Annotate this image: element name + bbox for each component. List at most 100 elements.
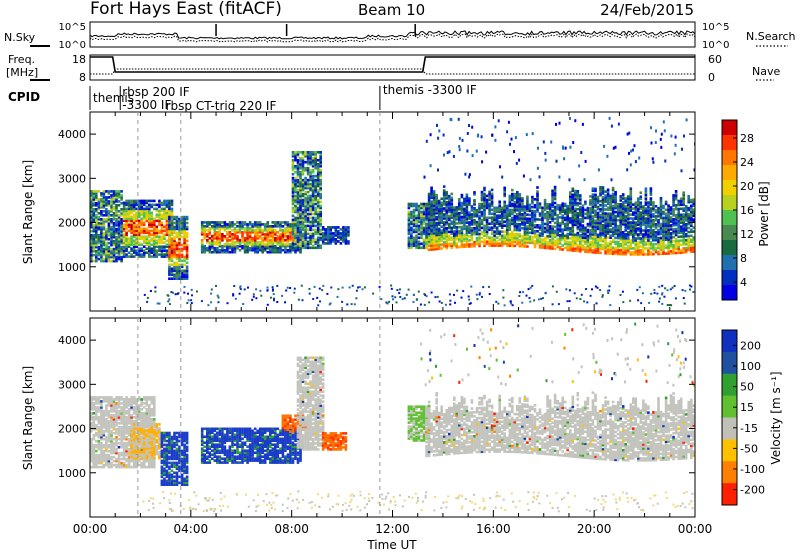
heat-cell <box>135 245 138 248</box>
heat-cell <box>616 228 620 232</box>
heat-cell <box>574 193 577 197</box>
heat-cell <box>294 230 297 234</box>
heat-cell <box>432 222 436 225</box>
heat-cell <box>319 154 322 158</box>
heat-cell <box>309 188 312 192</box>
heat-cell <box>150 239 154 242</box>
heat-cell <box>508 212 512 216</box>
heat-cell <box>634 253 638 256</box>
heat-cell <box>410 228 413 232</box>
heat-cell <box>228 239 232 242</box>
heat-cell <box>619 215 622 218</box>
heat-cell <box>256 237 259 240</box>
heat-cell <box>483 244 486 248</box>
heat-cell <box>127 213 131 217</box>
heat-cell <box>558 216 562 219</box>
heat-cell <box>511 240 514 244</box>
heat-cell <box>412 224 416 228</box>
heat-cell <box>158 235 161 238</box>
heat-cell <box>594 243 597 246</box>
heat-cell <box>200 250 204 254</box>
heat-cell <box>465 193 469 197</box>
heat-cell <box>687 194 690 198</box>
heat-cell <box>614 200 617 204</box>
heat-cell <box>97 251 101 255</box>
scatter-cell <box>391 295 394 298</box>
heat-cell <box>432 204 436 207</box>
heat-cell <box>347 234 350 237</box>
heat-cell <box>556 227 559 231</box>
heat-cell <box>430 194 433 198</box>
heat-cell <box>523 235 527 238</box>
heat-cell <box>682 247 685 250</box>
heat-cell <box>153 245 156 248</box>
heat-cell <box>185 251 189 255</box>
heat-cell <box>508 238 512 242</box>
heat-cell <box>410 212 413 216</box>
heat-cell <box>178 257 181 261</box>
heat-cell <box>455 234 459 237</box>
heat-cell <box>299 243 302 246</box>
heat-cell <box>609 204 612 208</box>
heat-cell <box>97 206 101 209</box>
heat-cell <box>637 233 640 236</box>
heat-cell <box>518 213 522 216</box>
heat-cell <box>291 158 295 162</box>
heat-cell <box>553 243 557 247</box>
heat-cell <box>334 230 338 233</box>
heat-cell <box>180 265 184 269</box>
heat-cell <box>97 247 101 251</box>
heat-cell <box>614 214 617 218</box>
scatter-cell <box>666 304 669 307</box>
heat-cell <box>632 247 635 250</box>
heat-cell <box>261 241 264 244</box>
heat-cell <box>236 235 239 238</box>
heat-cell <box>553 193 557 197</box>
heat-cell <box>100 223 103 227</box>
heat-cell <box>483 226 486 230</box>
scatter-cell <box>688 284 691 287</box>
heat-cell <box>505 236 509 239</box>
heat-cell <box>97 253 101 257</box>
scatter-cell <box>527 288 530 291</box>
heat-cell <box>246 239 249 242</box>
heat-cell <box>546 236 549 240</box>
heat-cell <box>132 219 136 223</box>
heat-cell <box>427 236 431 240</box>
heat-cell <box>100 229 103 233</box>
heat-cell <box>319 232 322 236</box>
heat-cell <box>692 198 695 201</box>
heat-cell <box>440 209 443 212</box>
heat-cell <box>508 222 512 226</box>
heat-cell <box>155 227 159 231</box>
heat-cell <box>150 247 154 250</box>
heat-cell <box>616 246 620 250</box>
heat-cell <box>122 217 126 221</box>
heat-cell <box>311 240 315 244</box>
heat-cell <box>135 249 138 252</box>
scatter-cell <box>167 300 170 303</box>
heat-cell <box>160 227 164 231</box>
heat-cell <box>543 214 547 218</box>
heat-cell <box>241 233 244 236</box>
heat-cell <box>107 221 111 225</box>
heat-cell <box>470 221 474 224</box>
heat-cell <box>435 223 438 227</box>
heat-cell <box>448 202 451 206</box>
heat-cell <box>112 257 116 261</box>
heat-cell <box>626 197 630 200</box>
heat-cell <box>150 221 154 225</box>
heat-cell <box>601 202 605 205</box>
scatter-cell <box>668 304 671 306</box>
heat-cell <box>175 241 179 245</box>
heat-cell <box>420 214 423 218</box>
heat-cell <box>538 246 542 249</box>
heat-cell <box>667 244 670 247</box>
heat-cell <box>427 212 431 216</box>
heat-cell <box>566 246 569 250</box>
heat-cell <box>410 210 413 214</box>
heat-cell <box>107 259 111 263</box>
heat-cell <box>299 178 302 182</box>
heat-cell <box>586 222 590 226</box>
heat-cell <box>95 249 98 253</box>
